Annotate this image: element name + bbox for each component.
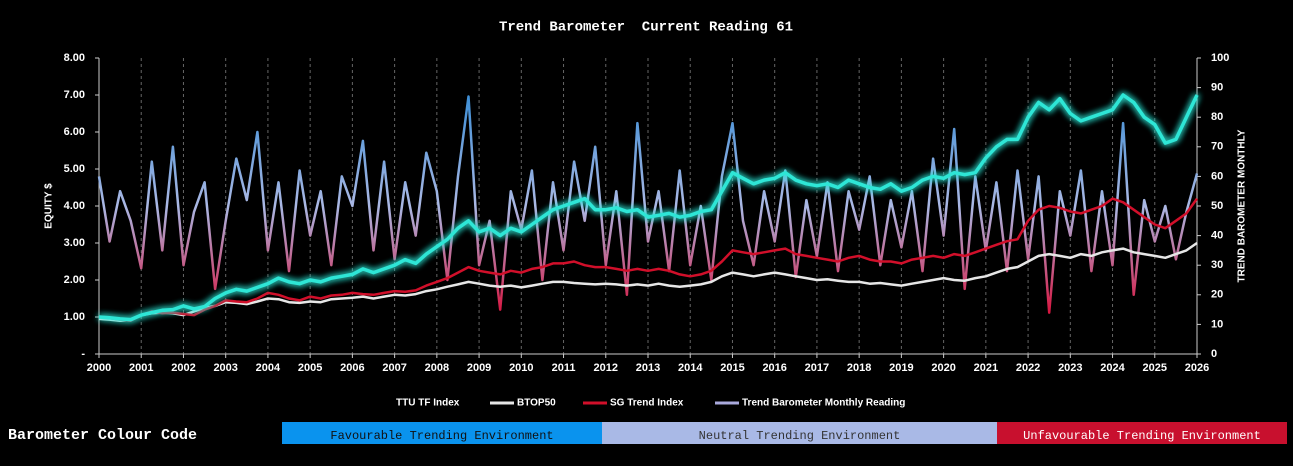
colour-code-box bbox=[997, 422, 1287, 444]
x-tick-label: 2014 bbox=[678, 362, 703, 374]
x-tick-label: 2017 bbox=[805, 362, 829, 374]
y2-tick-label: 20 bbox=[1211, 289, 1223, 301]
x-tick-label: 2025 bbox=[1143, 362, 1167, 374]
colour-code-label: Unfavourable Trending Environment bbox=[1023, 429, 1261, 443]
y2-tick-label: 100 bbox=[1211, 52, 1229, 64]
series-line bbox=[98, 93, 1199, 322]
y-tick-label: 5.00 bbox=[64, 163, 85, 175]
x-tick-label: 2013 bbox=[636, 362, 660, 374]
colour-code-label: Neutral Trending Environment bbox=[699, 429, 901, 443]
y-tick-label: 1.00 bbox=[64, 311, 85, 323]
x-tick-label: 2020 bbox=[931, 362, 955, 374]
x-tick-label: 2008 bbox=[425, 362, 449, 374]
series-line bbox=[98, 241, 1198, 322]
x-tick-label: 2005 bbox=[298, 362, 322, 374]
legend-label: Trend Barometer Monthly Reading bbox=[742, 398, 905, 409]
legend-label: TTU TF Index bbox=[396, 398, 460, 409]
y2-tick-label: 90 bbox=[1211, 82, 1223, 94]
y2-tick-label: 0 bbox=[1211, 348, 1217, 360]
x-tick-label: 2003 bbox=[213, 362, 237, 374]
y2-tick-label: 50 bbox=[1211, 200, 1223, 212]
series-line bbox=[98, 197, 1199, 322]
x-tick-label: 2010 bbox=[509, 362, 533, 374]
x-tick-label: 2015 bbox=[720, 362, 744, 374]
x-tick-label: 2022 bbox=[1016, 362, 1040, 374]
colour-code-box bbox=[282, 422, 602, 444]
colour-code-label: Favourable Trending Environment bbox=[330, 429, 553, 443]
x-tick-label: 2012 bbox=[594, 362, 618, 374]
y2-tick-label: 70 bbox=[1211, 141, 1223, 153]
x-tick-label: 2007 bbox=[382, 362, 406, 374]
x-tick-label: 2018 bbox=[847, 362, 871, 374]
x-tick-label: 2009 bbox=[467, 362, 491, 374]
x-tick-label: 2024 bbox=[1100, 362, 1125, 374]
legend-label: BTOP50 bbox=[517, 398, 556, 409]
x-tick-label: 2011 bbox=[552, 362, 576, 374]
y2-tick-label: 80 bbox=[1211, 111, 1223, 123]
colour-code-title: Barometer Colour Code bbox=[8, 427, 197, 444]
x-tick-label: 2001 bbox=[129, 362, 153, 374]
y-tick-label: - bbox=[81, 348, 85, 360]
y2-tick-label: 30 bbox=[1211, 259, 1223, 271]
x-tick-label: 2016 bbox=[762, 362, 786, 374]
y-tick-label: 7.00 bbox=[64, 89, 85, 101]
y2-tick-label: 40 bbox=[1211, 230, 1223, 242]
legend-label: SG Trend Index bbox=[610, 398, 684, 409]
y-tick-label: 8.00 bbox=[64, 52, 85, 64]
colour-code-box bbox=[602, 422, 997, 444]
x-tick-label: 2000 bbox=[87, 362, 111, 374]
x-tick-label: 2004 bbox=[256, 362, 281, 374]
series-line bbox=[97, 95, 1199, 314]
chart-title: Trend Barometer Current Reading 61 bbox=[499, 20, 793, 36]
y2-axis-label: TREND BAROMETER MONTHLY bbox=[1237, 129, 1248, 282]
y-tick-label: 3.00 bbox=[64, 237, 85, 249]
y-tick-label: 4.00 bbox=[64, 200, 85, 212]
x-tick-label: 2021 bbox=[974, 362, 998, 374]
x-tick-label: 2006 bbox=[340, 362, 364, 374]
x-tick-label: 2019 bbox=[889, 362, 913, 374]
y-axis-label: EQUITY $ bbox=[44, 183, 55, 229]
y-tick-label: 2.00 bbox=[64, 274, 85, 286]
x-tick-label: 2026 bbox=[1185, 362, 1209, 374]
x-tick-label: 2023 bbox=[1058, 362, 1082, 374]
y2-tick-label: 60 bbox=[1211, 170, 1223, 182]
y2-tick-label: 10 bbox=[1211, 318, 1223, 330]
y-tick-label: 6.00 bbox=[64, 126, 85, 138]
x-tick-label: 2002 bbox=[171, 362, 195, 374]
